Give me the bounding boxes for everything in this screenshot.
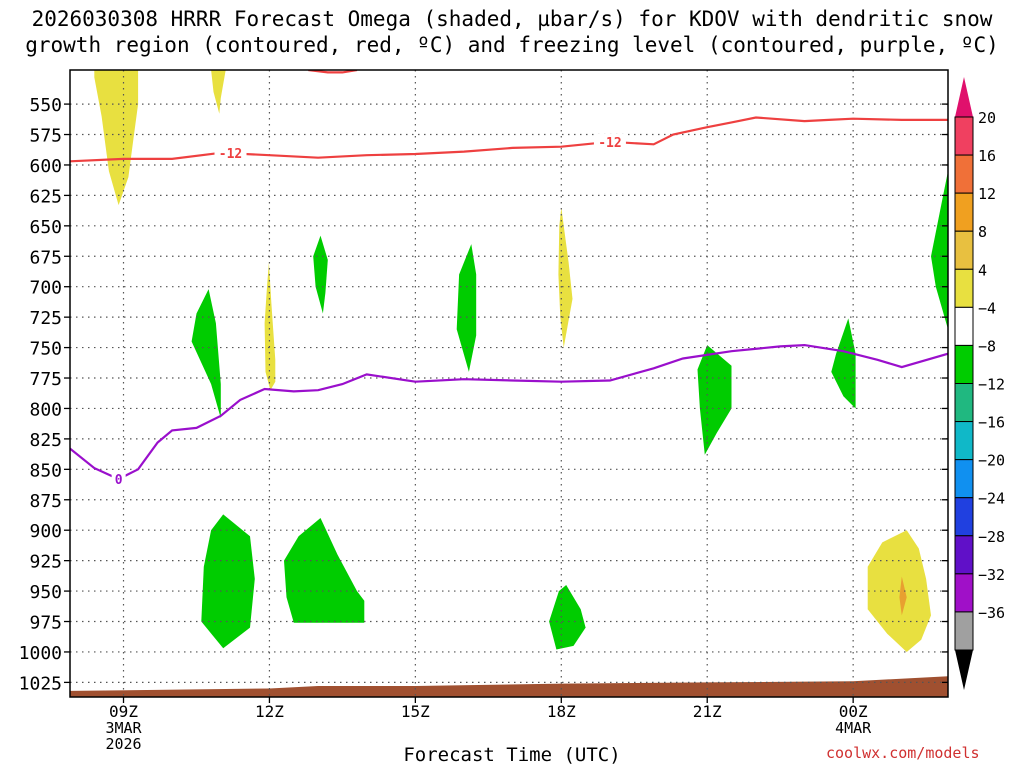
colorbar-label: −8 [978,337,996,355]
y-tick-label: 950 [29,582,62,603]
omega-region [831,318,856,409]
omega-region [549,585,586,650]
dgz-top-contour [308,70,358,74]
colorbar-segment [954,497,974,537]
x-tick-label: 00Z [839,702,868,721]
y-tick-label: 850 [29,460,62,481]
omega-region [191,289,221,419]
x-tick-label: 4MAR [835,719,872,737]
y-tick-label: 1000 [19,643,62,664]
y-tick-label: 675 [29,247,62,268]
colorbar-segment [954,535,974,575]
dgz-label-left: -12 [219,147,242,162]
colorbar-label: −36 [978,604,1005,622]
colorbar-segment [954,306,974,346]
y-tick-label: 900 [29,521,62,542]
omega-region [284,518,365,623]
colorbar-label: −12 [978,376,1005,394]
omega-region [201,514,255,649]
y-tick-label: 875 [29,491,62,512]
y-tick-label: 725 [29,308,62,329]
colorbar-label: 4 [978,261,987,279]
colorbar-segment [954,154,974,194]
x-tick-label: 21Z [693,702,722,721]
colorbar-label: −20 [978,452,1005,470]
dgz-label-right-bg [593,133,626,150]
dgz-label-right: -12 [598,136,621,151]
y-tick-label: 550 [29,95,62,116]
y-tick-label: 625 [29,186,62,207]
x-tick-label: 2026 [105,735,141,753]
omega-region [264,262,276,391]
x-tick-label: 3MAR [105,719,142,737]
omega-region [697,345,732,455]
colorbar-segment [954,116,974,156]
y-tick-label: 700 [29,278,62,299]
colorbar: 20 16 12 8 4 −4 −8 −12 −16 −20 −24 −28 −32 −36 [954,77,1005,690]
x-axis-label: Forecast Time (UTC) [403,744,621,766]
dgz-label-left-bg [214,144,247,161]
plot-frame [69,69,949,698]
y-tick-label: 975 [29,613,62,634]
chart-title-line-1: 2026030308 HRRR Forecast Omega (shaded, … [31,7,993,31]
colorbar-segment [954,611,974,651]
colorbar-segment [954,573,974,613]
x-tick-label: 18Z [547,702,576,721]
colorbar-segment [954,383,974,423]
freezing-level-contour [70,343,948,481]
colorbar-top-arrow [955,77,973,117]
y-tick-label: 750 [29,339,62,360]
colorbar-label: 12 [978,185,996,203]
y-tick-label: 825 [29,430,62,451]
colorbar-bottom-arrow [955,650,973,690]
colorbar-segment [954,421,974,461]
dgz-minus12-contour [70,116,948,163]
colorbar-segment [954,459,974,499]
y-tick-label: 925 [29,552,62,573]
colorbar-label: −24 [978,490,1005,508]
ground-terrain [70,676,948,697]
omega-region [931,171,948,330]
colorbar-label: 8 [978,223,987,241]
omega-region [211,70,226,114]
colorbar-label: −4 [978,299,996,317]
y-tick-label: 775 [29,369,62,390]
x-tick-label: 12Z [255,702,284,721]
omega-region [558,207,573,348]
colorbar-segment [954,268,974,308]
colorbar-label: 16 [978,147,996,165]
y-tick-label: 650 [29,217,62,238]
freezing-level-label: 0 [115,473,123,488]
axes-layer: 550 575 600 625 650 675 700 725 750 775 800 825 850 8… [19,69,949,753]
omega-region [94,70,139,206]
y-tick-label: 1025 [19,673,62,694]
x-tick-label: 09Z [109,702,138,721]
x-tick-label: 15Z [401,702,430,721]
freezing-label-bg [111,471,126,488]
contour-layer: -12 -12 0 [70,70,948,488]
grid-layer [70,70,948,697]
colorbar-segment [954,344,974,384]
colorbar-label: −32 [978,566,1005,584]
colorbar-label: −28 [978,528,1005,546]
colorbar-label: −16 [978,414,1005,432]
y-tick-label: 600 [29,156,62,177]
omega-region [899,576,907,616]
colorbar-segment [954,192,974,232]
credit-text: coolwx.com/models [826,744,980,762]
colorbar-label: 20 [978,109,996,127]
colorbar-segment [954,230,974,270]
ground-layer [70,676,948,697]
omega-region [313,235,328,314]
chart-title-line-2: growth region (contoured, red, ºC) and f… [25,33,999,57]
y-tick-label: 575 [29,126,62,147]
y-tick-label: 800 [29,399,62,420]
omega-region [456,244,477,372]
